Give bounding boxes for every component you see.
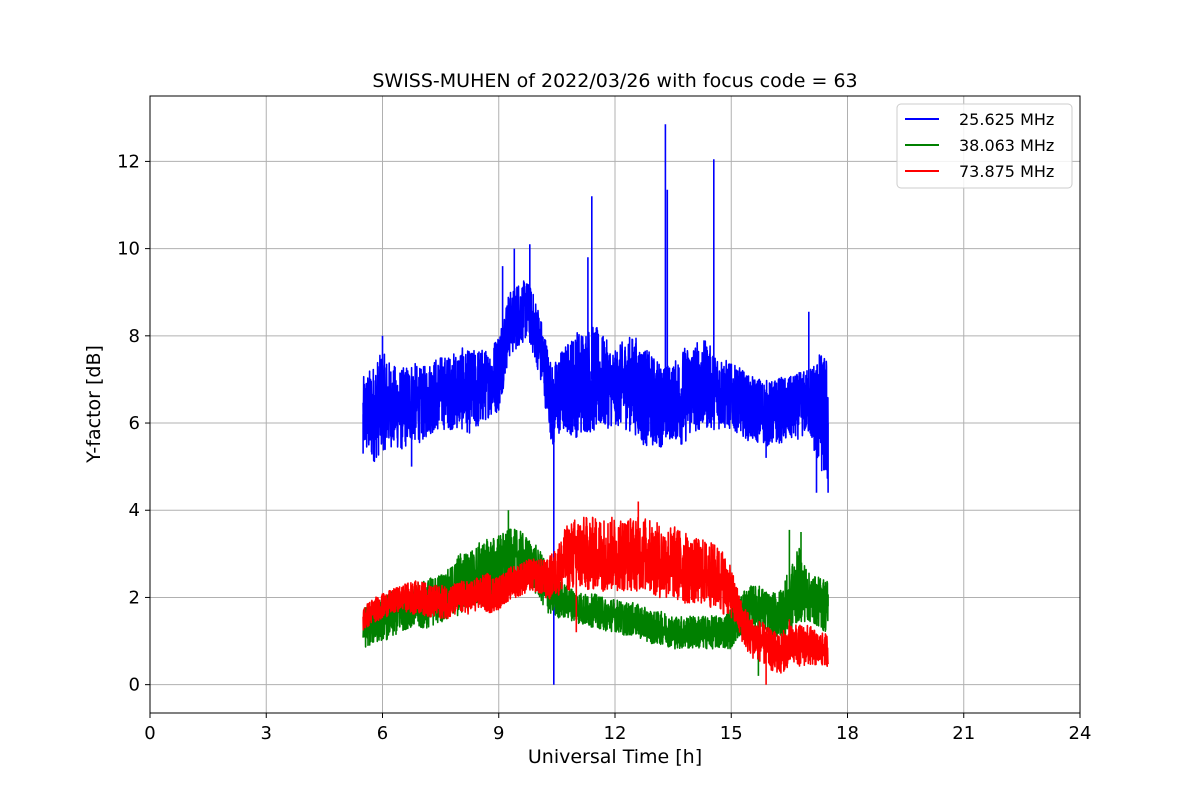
y-tick-label: 10	[117, 239, 140, 260]
x-tick-label: 6	[377, 723, 388, 744]
chart-title: SWISS-MUHEN of 2022/03/26 with focus cod…	[372, 70, 857, 92]
y-tick-label: 2	[129, 587, 140, 608]
x-tick-label: 0	[144, 723, 155, 744]
y-tick-label: 12	[117, 151, 140, 172]
legend-entry-label: 73.875 MHz	[959, 162, 1054, 181]
y-tick-label: 6	[129, 413, 140, 434]
series-layer	[362, 124, 829, 685]
x-tick-label: 15	[720, 723, 743, 744]
x-tick-label: 21	[952, 723, 975, 744]
x-tick-label: 9	[493, 723, 504, 744]
x-axis-ticks: 0 3 6 9 12 15 18 21 24	[144, 713, 1091, 744]
legend-box	[896, 103, 1073, 189]
series-line	[362, 501, 829, 685]
legend-entry-label: 38.063 MHz	[959, 136, 1054, 155]
y-tick-label: 8	[129, 326, 140, 347]
x-tick-label: 18	[836, 723, 859, 744]
x-axis-label: Universal Time [h]	[528, 746, 702, 768]
y-tick-label: 4	[129, 500, 140, 521]
series-line	[362, 124, 829, 685]
x-tick-label: 12	[604, 723, 627, 744]
x-tick-label: 3	[261, 723, 272, 744]
x-tick-label: 24	[1069, 723, 1092, 744]
y-axis-label: Y-factor [dB]	[83, 345, 105, 464]
legend: 25.625 MHz 38.063 MHz 73.875 MHz	[896, 103, 1073, 189]
legend-entry-label: 25.625 MHz	[959, 110, 1054, 129]
y-tick-label: 0	[129, 675, 140, 696]
y-axis-ticks: 0 2 4 6 8 10 12	[117, 151, 150, 696]
